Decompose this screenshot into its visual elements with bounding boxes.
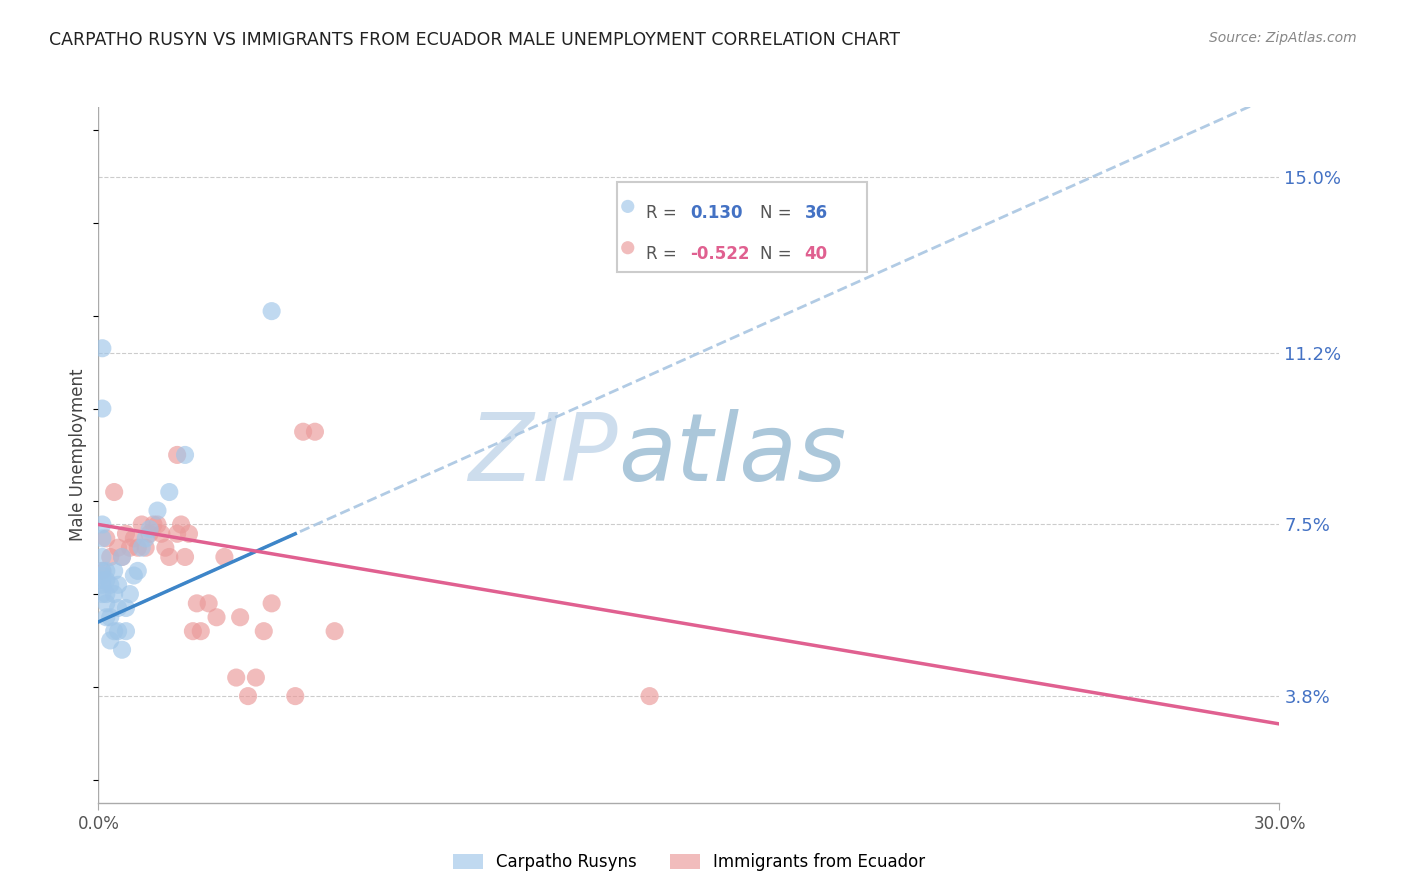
Point bbox=[245, 671, 267, 685]
Point bbox=[181, 624, 204, 639]
Text: Source: ZipAtlas.com: Source: ZipAtlas.com bbox=[1209, 31, 1357, 45]
Point bbox=[91, 578, 114, 592]
Point bbox=[131, 517, 153, 532]
Point bbox=[107, 578, 129, 592]
Point bbox=[177, 526, 200, 541]
Point bbox=[150, 526, 173, 541]
Text: N =: N = bbox=[761, 245, 797, 263]
Point bbox=[103, 485, 125, 500]
Text: R =: R = bbox=[645, 203, 682, 222]
Point bbox=[91, 564, 114, 578]
Point bbox=[616, 241, 638, 255]
Legend: Carpatho Rusyns, Immigrants from Ecuador: Carpatho Rusyns, Immigrants from Ecuador bbox=[446, 847, 932, 878]
Point bbox=[91, 341, 114, 355]
Point bbox=[292, 425, 315, 439]
Text: atlas: atlas bbox=[619, 409, 846, 500]
Point bbox=[260, 304, 283, 318]
Point bbox=[135, 532, 157, 546]
Point bbox=[91, 532, 114, 546]
Point bbox=[107, 541, 129, 555]
Point bbox=[155, 541, 177, 555]
Point bbox=[146, 503, 169, 517]
Text: 40: 40 bbox=[804, 245, 828, 263]
Point bbox=[236, 689, 259, 703]
Point bbox=[205, 610, 228, 624]
Point bbox=[186, 596, 208, 610]
Point bbox=[197, 596, 219, 610]
Point bbox=[304, 425, 326, 439]
Point bbox=[122, 568, 145, 582]
Point bbox=[229, 610, 252, 624]
Text: 36: 36 bbox=[804, 203, 828, 222]
Point bbox=[174, 549, 197, 564]
Point bbox=[616, 199, 638, 213]
Point bbox=[103, 564, 125, 578]
Point bbox=[131, 541, 153, 555]
Text: 0.130: 0.130 bbox=[690, 203, 742, 222]
Point bbox=[98, 633, 121, 648]
Point bbox=[174, 448, 197, 462]
Point bbox=[91, 564, 114, 578]
Point bbox=[111, 642, 134, 657]
Point bbox=[118, 587, 141, 601]
Text: N =: N = bbox=[761, 203, 797, 222]
Point bbox=[107, 601, 129, 615]
Point bbox=[214, 549, 236, 564]
Point bbox=[166, 526, 188, 541]
Point bbox=[111, 549, 134, 564]
Point bbox=[111, 549, 134, 564]
Point bbox=[190, 624, 212, 639]
Point bbox=[91, 573, 114, 587]
Y-axis label: Male Unemployment: Male Unemployment bbox=[69, 368, 87, 541]
Point bbox=[170, 517, 193, 532]
Point bbox=[115, 624, 138, 639]
Point bbox=[91, 517, 114, 532]
Point bbox=[253, 624, 276, 639]
Point bbox=[107, 624, 129, 639]
Text: R =: R = bbox=[645, 245, 682, 263]
Point bbox=[225, 671, 247, 685]
Point bbox=[122, 532, 145, 546]
Point bbox=[91, 401, 114, 416]
Point bbox=[96, 532, 118, 546]
Point bbox=[146, 517, 169, 532]
Point bbox=[115, 526, 138, 541]
Point bbox=[115, 601, 138, 615]
Point bbox=[142, 517, 165, 532]
Text: -0.522: -0.522 bbox=[690, 245, 749, 263]
Point bbox=[127, 564, 149, 578]
Point bbox=[127, 541, 149, 555]
Point bbox=[103, 587, 125, 601]
Point bbox=[96, 573, 118, 587]
Point bbox=[98, 610, 121, 624]
Point bbox=[260, 596, 283, 610]
Point bbox=[91, 587, 114, 601]
Point bbox=[166, 448, 188, 462]
Point bbox=[118, 541, 141, 555]
Point bbox=[157, 485, 180, 500]
Point bbox=[98, 578, 121, 592]
Text: ZIP: ZIP bbox=[468, 409, 619, 500]
Point bbox=[138, 522, 160, 536]
Text: CARPATHO RUSYN VS IMMIGRANTS FROM ECUADOR MALE UNEMPLOYMENT CORRELATION CHART: CARPATHO RUSYN VS IMMIGRANTS FROM ECUADO… bbox=[49, 31, 900, 49]
Point bbox=[96, 587, 118, 601]
Point bbox=[103, 624, 125, 639]
Point bbox=[284, 689, 307, 703]
Point bbox=[157, 549, 180, 564]
Point bbox=[135, 541, 157, 555]
Point bbox=[323, 624, 346, 639]
FancyBboxPatch shape bbox=[617, 182, 868, 272]
Point bbox=[138, 526, 160, 541]
Point bbox=[96, 596, 118, 610]
Point bbox=[638, 689, 661, 703]
Point bbox=[98, 549, 121, 564]
Point bbox=[91, 549, 114, 564]
Point bbox=[96, 610, 118, 624]
Point bbox=[91, 568, 114, 582]
Point bbox=[96, 564, 118, 578]
